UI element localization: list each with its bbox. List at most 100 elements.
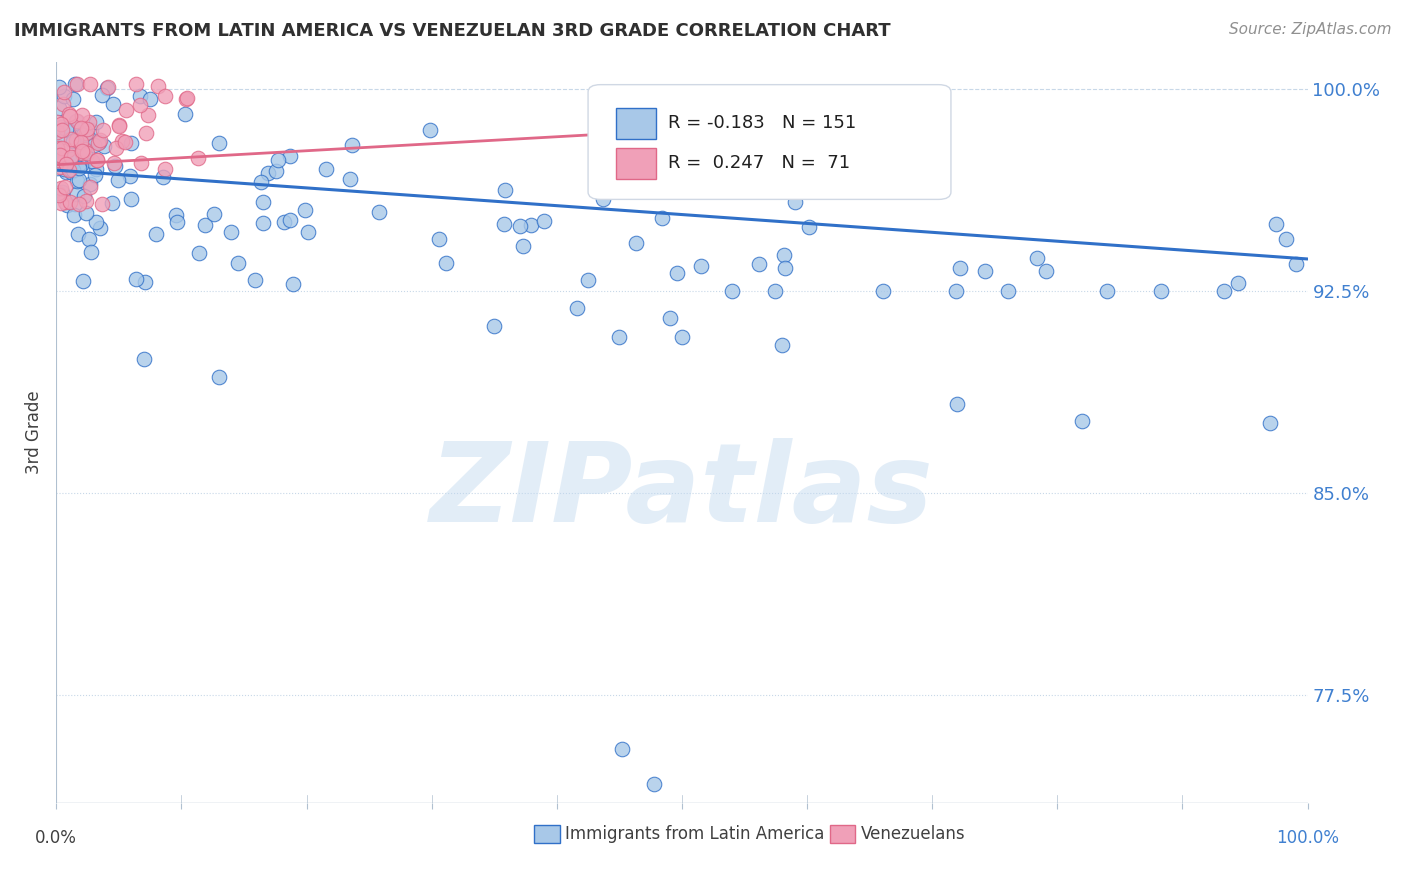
Point (66, 227, 89, 241)
Point (419, 122, 441, 136)
Point (84, 215, 107, 229)
Point (73, 143, 96, 157)
Point (278, 149, 301, 163)
Point (1284, 257, 1306, 271)
Point (66, 186, 89, 201)
Point (134, 275, 156, 289)
Point (132, 351, 155, 366)
Point (278, 213, 301, 227)
Point (46, 125, 69, 139)
Point (62, 163, 84, 178)
Point (77, 115, 100, 129)
Point (101, 97, 124, 112)
Point (610, 742, 633, 756)
Point (49, 120, 72, 134)
Point (75, 194, 97, 208)
Point (129, 97, 152, 112)
Point (59, 152, 82, 166)
Point (135, 126, 157, 140)
Point (166, 214, 188, 228)
Point (105, 141, 128, 155)
Point (103, 155, 125, 169)
Point (797, 219, 820, 234)
Point (72, 144, 94, 158)
Point (70, 108, 93, 122)
Point (226, 256, 249, 270)
Point (67, 172, 90, 186)
Point (69, 161, 91, 176)
Point (66, 153, 89, 168)
Point (120, 169, 142, 183)
Point (136, 108, 159, 122)
Point (76, 122, 98, 136)
Point (60, 132, 83, 146)
Point (494, 182, 516, 196)
Point (111, 135, 134, 149)
Text: Source: ZipAtlas.com: Source: ZipAtlas.com (1229, 22, 1392, 37)
Point (114, 135, 136, 149)
Point (120, 192, 142, 206)
Point (945, 285, 967, 299)
Point (872, 285, 894, 299)
Point (56, 198, 79, 212)
Point (512, 239, 534, 253)
Point (665, 266, 688, 280)
Text: ZIPatlas: ZIPatlas (430, 438, 934, 545)
Point (484, 319, 506, 334)
Point (67, 157, 90, 171)
Point (48, 160, 70, 174)
Point (250, 175, 273, 189)
Text: Venezuelans: Venezuelans (860, 825, 965, 843)
Point (783, 195, 806, 210)
Text: IMMIGRANTS FROM LATIN AMERICA VS VENEZUELAN 3RD GRADE CORRELATION CHART: IMMIGRANTS FROM LATIN AMERICA VS VENEZUE… (14, 22, 890, 40)
Point (139, 92, 162, 106)
Point (53, 85, 76, 99)
Text: 100.0%: 100.0% (1277, 829, 1339, 847)
Y-axis label: 3rd Grade: 3rd Grade (25, 391, 44, 475)
Point (219, 225, 242, 239)
Point (67, 197, 90, 211)
Point (83, 137, 105, 152)
Point (1071, 413, 1094, 427)
Point (48, 80, 70, 95)
Point (173, 107, 195, 121)
Point (91, 87, 114, 102)
Point (80, 123, 103, 137)
Point (120, 136, 142, 151)
Point (46, 143, 69, 157)
Point (56, 122, 79, 136)
Point (689, 260, 711, 274)
Point (46, 161, 69, 175)
Point (51, 123, 73, 137)
Point (257, 166, 280, 180)
Point (146, 78, 169, 93)
Text: R = -0.183   N = 151: R = -0.183 N = 151 (668, 114, 856, 132)
Point (51, 117, 73, 131)
Point (58, 107, 80, 121)
Point (576, 273, 599, 287)
Point (153, 162, 176, 177)
Point (46, 115, 69, 129)
Point (48, 186, 70, 200)
Point (96, 81, 118, 95)
Point (83, 168, 105, 182)
Point (59, 194, 82, 209)
Point (55, 157, 77, 171)
Point (89, 133, 111, 147)
Point (609, 330, 631, 344)
Point (659, 311, 682, 326)
Point (73, 145, 96, 160)
Point (66, 77, 89, 91)
Point (58, 143, 80, 157)
Point (1265, 217, 1288, 231)
Point (176, 91, 198, 105)
Point (51, 141, 73, 155)
Point (997, 285, 1019, 299)
Point (763, 285, 786, 299)
Point (1035, 263, 1057, 277)
Text: R =  0.247   N =  71: R = 0.247 N = 71 (668, 154, 851, 172)
Point (339, 172, 361, 186)
Point (62, 134, 84, 148)
Point (70, 146, 93, 161)
Point (243, 273, 266, 287)
